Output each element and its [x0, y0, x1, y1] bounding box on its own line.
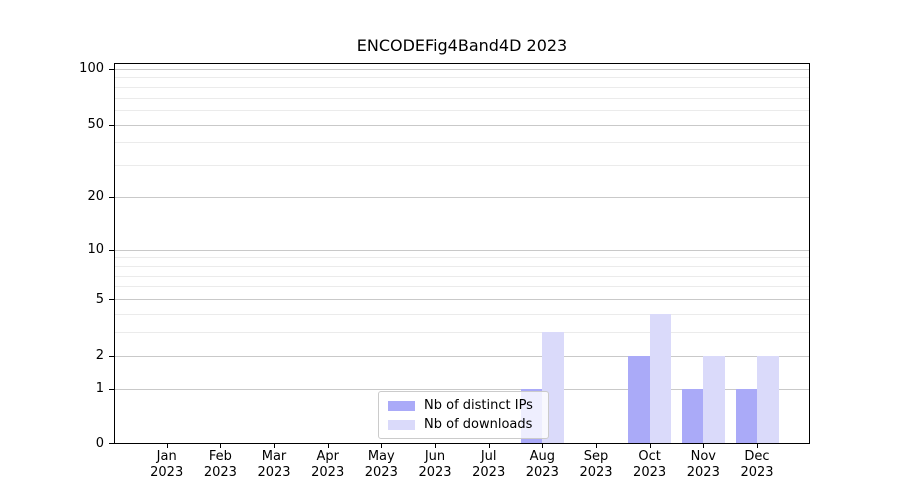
x-tick-label: Feb 2023	[203, 449, 237, 480]
y-tick	[109, 443, 114, 444]
y-tick	[109, 249, 114, 251]
y-tick	[109, 124, 114, 126]
bar-nb-of-downloads-nov-2023	[703, 355, 725, 443]
y-tick	[109, 299, 114, 300]
y-tick-label: 100	[79, 61, 104, 77]
y-tick-label: 2	[95, 348, 104, 363]
legend: Nb of distinct IPs Nb of downloads	[378, 391, 549, 439]
y-tick	[109, 388, 114, 390]
x-tick	[166, 444, 168, 448]
bar-nb-of-downloads-dec-2023	[757, 355, 779, 443]
x-tick	[274, 444, 275, 448]
bar-nb-of-distinct-ips-dec-2023	[735, 388, 757, 443]
y-tick	[109, 355, 114, 357]
y-tick-label: 20	[87, 189, 104, 205]
legend-label-nb-of-distinct-ips: Nb of distinct IPs	[424, 397, 533, 413]
x-tick	[649, 444, 651, 448]
plot-area	[114, 63, 810, 444]
legend-swatch-nb-of-downloads	[388, 419, 415, 430]
minor-gridline	[115, 265, 809, 267]
major-gridline	[115, 355, 809, 357]
x-tick-label: Nov 2023	[686, 449, 720, 480]
x-tick-label: Aug 2023	[525, 449, 559, 480]
x-tick	[542, 444, 544, 448]
major-gridline	[115, 124, 809, 126]
x-tick	[327, 444, 329, 448]
major-gridline	[115, 196, 809, 198]
minor-gridline	[115, 77, 809, 79]
major-gridline	[115, 249, 809, 251]
x-tick-label: Oct 2023	[633, 449, 667, 480]
minor-gridline	[115, 313, 809, 315]
x-tick	[220, 444, 222, 448]
y-tick-label: 5	[95, 291, 104, 307]
x-tick	[435, 444, 436, 448]
x-tick-label: Jan 2023	[150, 449, 184, 480]
y-tick-label: 50	[87, 117, 104, 133]
major-gridline	[115, 388, 809, 390]
x-tick-label: Jul 2023	[472, 449, 506, 480]
x-tick-label: Jun 2023	[418, 449, 452, 480]
major-gridline	[115, 68, 809, 70]
x-tick-label: Mar 2023	[257, 449, 291, 480]
minor-gridline	[115, 257, 809, 259]
x-tick-label: Sep 2023	[579, 449, 613, 480]
chart-title: ENCODEFig4Band4D 2023	[356, 36, 568, 55]
x-tick	[596, 444, 597, 448]
y-tick-label: 0	[95, 435, 104, 451]
y-tick	[109, 196, 114, 198]
minor-gridline	[115, 332, 809, 333]
minor-gridline	[115, 142, 809, 144]
minor-gridline	[115, 165, 809, 167]
x-tick-label: May 2023	[364, 449, 398, 480]
x-tick-label: Dec 2023	[740, 449, 774, 480]
x-tick-label: Apr 2023	[311, 449, 345, 480]
x-tick	[757, 444, 758, 448]
minor-gridline	[115, 286, 809, 288]
y-tick-label: 1	[95, 381, 104, 396]
x-tick	[488, 444, 490, 448]
minor-gridline	[115, 86, 809, 88]
x-tick	[703, 444, 705, 448]
legend-row: Nb of downloads	[388, 416, 540, 432]
y-tick	[109, 68, 114, 70]
minor-gridline	[115, 275, 809, 277]
minor-gridline	[115, 97, 809, 99]
legend-label-nb-of-downloads: Nb of downloads	[424, 416, 533, 432]
major-gridline	[115, 299, 809, 300]
bar-nb-of-distinct-ips-oct-2023	[628, 355, 650, 443]
x-tick	[381, 444, 383, 448]
bar-nb-of-distinct-ips-nov-2023	[681, 388, 704, 443]
bar-nb-of-downloads-oct-2023	[649, 313, 672, 443]
minor-gridline	[115, 110, 809, 111]
y-tick-label: 10	[87, 242, 104, 258]
legend-row: Nb of distinct IPs	[388, 397, 540, 413]
legend-swatch-nb-of-distinct-ips	[388, 400, 415, 411]
